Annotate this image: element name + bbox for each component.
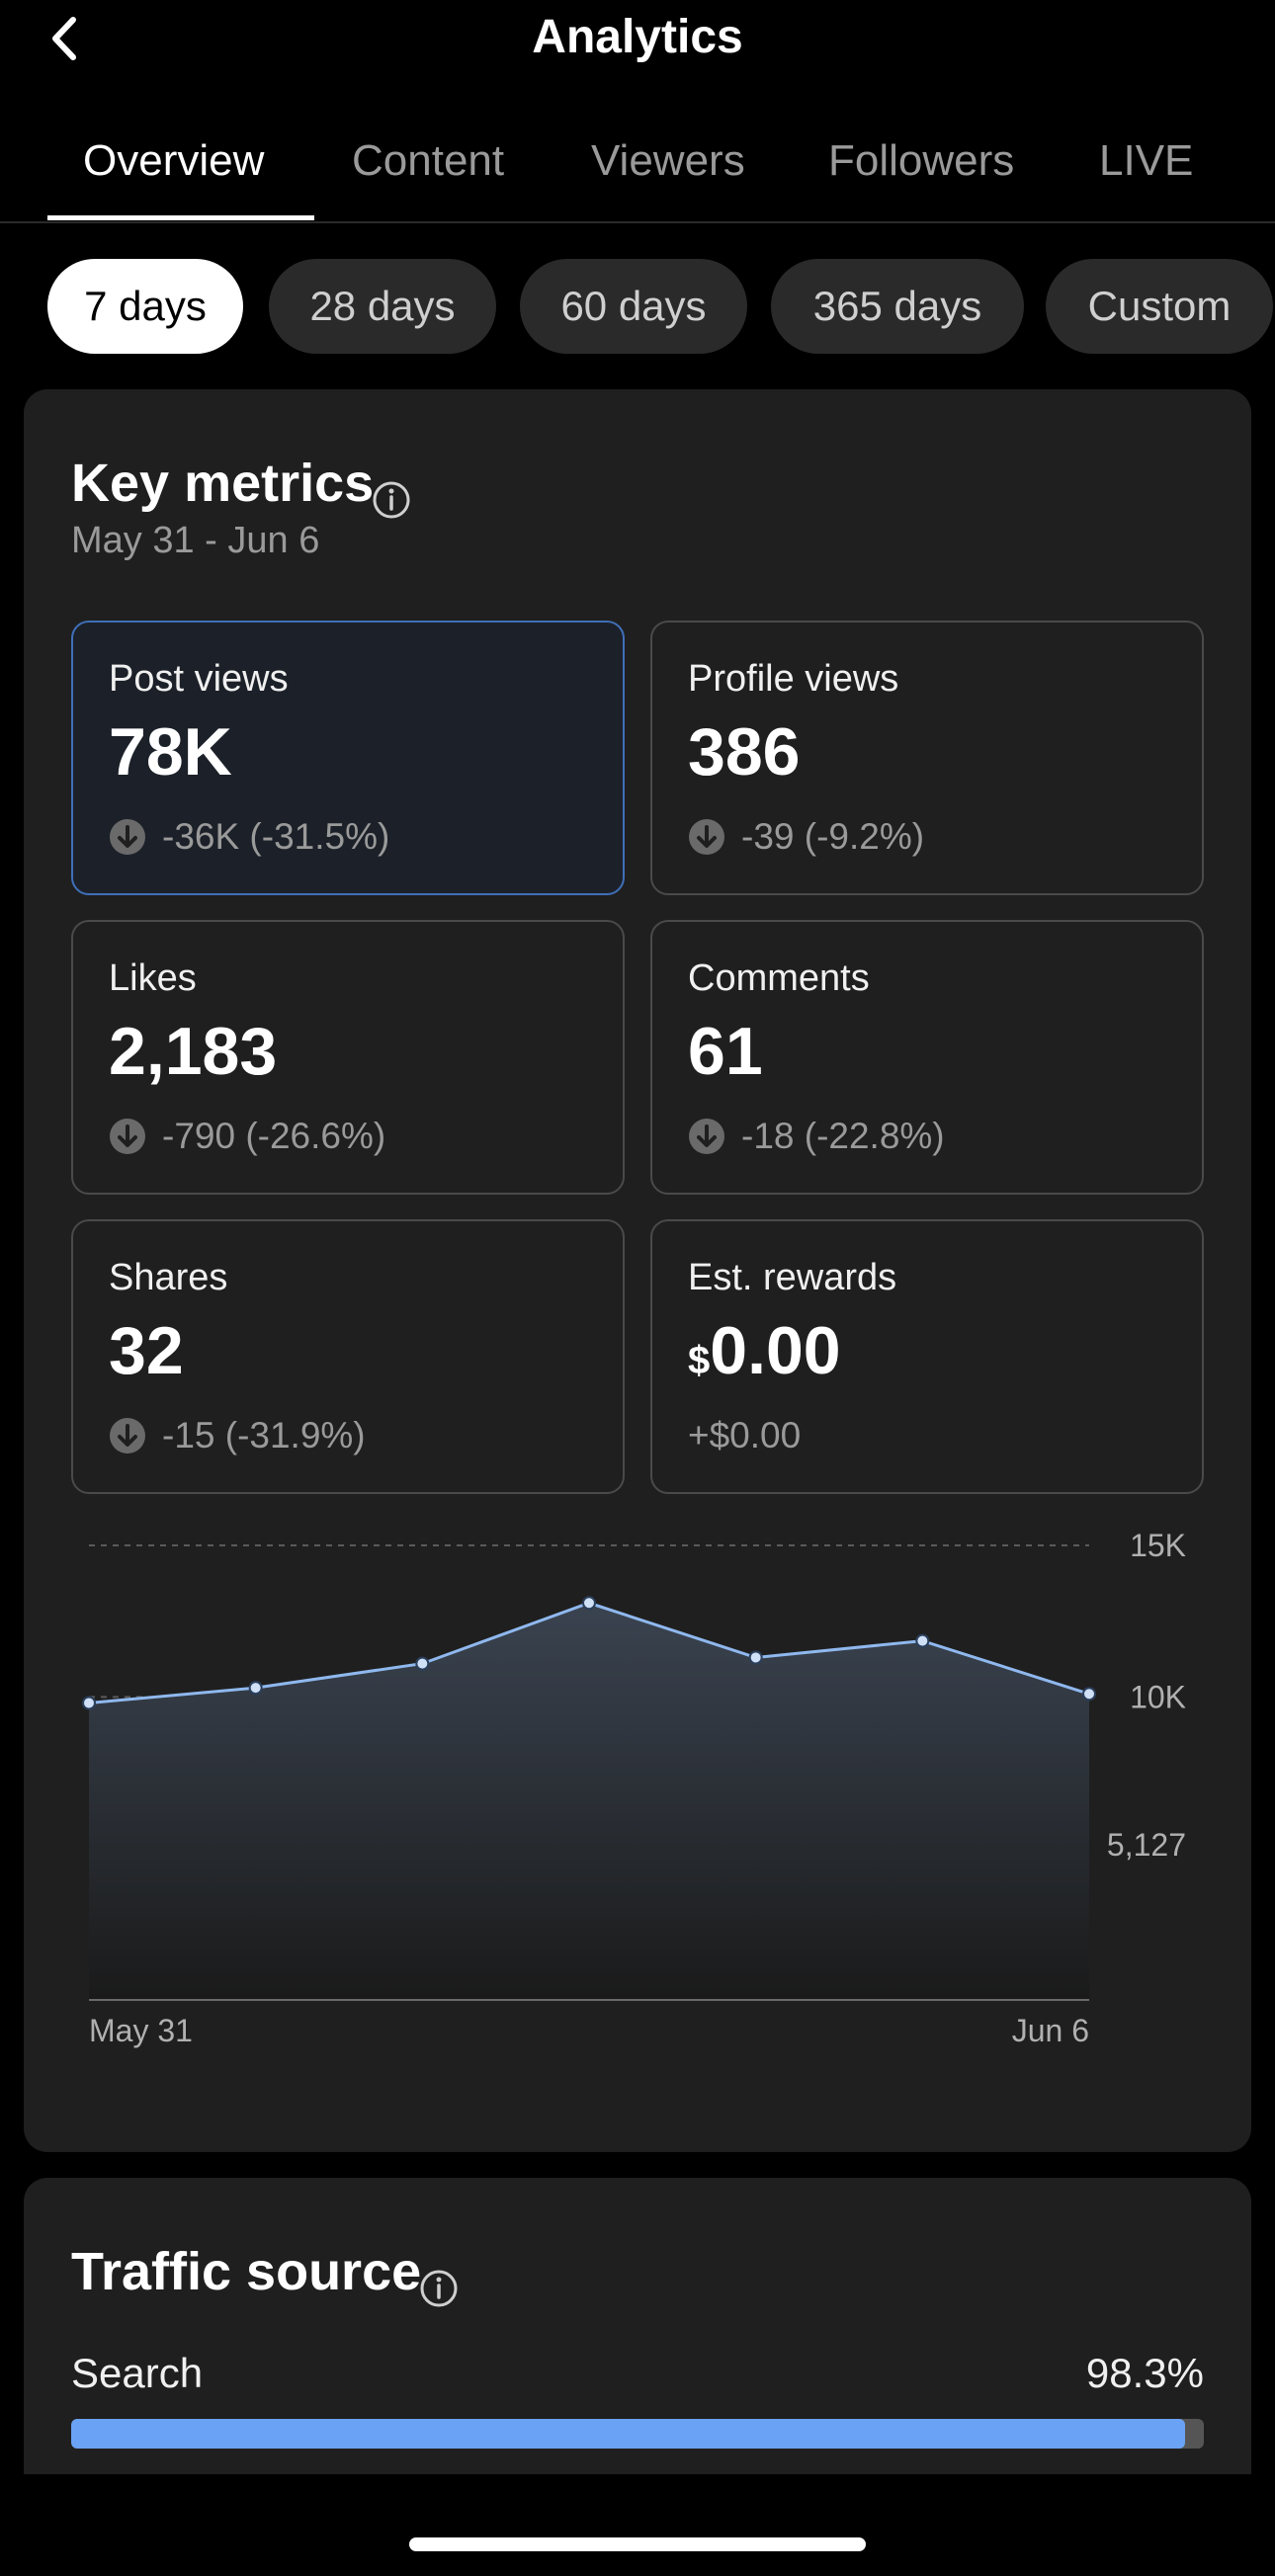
metric-value: 386 (688, 714, 801, 789)
x-tick-label: Jun 6 (1012, 2013, 1089, 2048)
metric-delta-text: -790 (-26.6%) (162, 1116, 386, 1156)
metric-delta-text: +$0.00 (688, 1415, 802, 1455)
tab-bar: Overview Content Viewers Followers LIVE (0, 117, 1275, 223)
metric-value: 32 (109, 1313, 184, 1388)
metric-delta-text: -18 (-22.8%) (741, 1116, 945, 1156)
traffic-source-label: Search (71, 2350, 204, 2396)
header: Analytics (0, 0, 1275, 79)
metric-delta-text: -15 (-31.9%) (162, 1415, 366, 1455)
metric-delta: -790 (-26.6%) (109, 1116, 385, 1157)
metric-profile-views[interactable]: Profile views 386 -39 (-9.2%) (650, 621, 1204, 895)
info-icon[interactable] (372, 480, 411, 520)
tab-followers[interactable]: Followers (828, 136, 1015, 185)
metric-value-number: 0.00 (710, 1313, 841, 1388)
metric-value: $0.00 (688, 1312, 841, 1389)
metric-value: 2,183 (109, 1014, 278, 1089)
metric-label: Shares (109, 1257, 228, 1298)
y-tick-label: 15K (1130, 1528, 1186, 1563)
traffic-source-bar (71, 2419, 1204, 2449)
metric-delta: -39 (-9.2%) (688, 816, 924, 858)
tab-live[interactable]: LIVE (1099, 136, 1194, 185)
metric-likes[interactable]: Likes 2,183 -790 (-26.6%) (71, 920, 625, 1195)
chevron-left-icon[interactable] (42, 14, 91, 63)
date-range: May 31 - Jun 6 (71, 520, 320, 561)
traffic-source-card: Traffic source Search 98.3% (24, 2178, 1251, 2474)
y-tick-label: 10K (1130, 1679, 1186, 1714)
traffic-source-percent: 98.3% (1085, 2350, 1204, 2396)
currency-symbol: $ (688, 1339, 711, 1382)
metric-comments[interactable]: Comments 61 -18 (-22.8%) (650, 920, 1204, 1195)
chart-point (82, 1696, 96, 1710)
chart-point (1082, 1687, 1096, 1702)
chart-point (248, 1681, 263, 1696)
metric-label: Likes (109, 957, 197, 999)
metric-delta-text: -36K (-31.5%) (162, 816, 390, 857)
range-selector: 7 days 28 days 60 days 365 days Custom (47, 259, 1275, 354)
arrow-down-circle-icon (110, 1119, 145, 1154)
chart-point (582, 1596, 596, 1611)
metric-est-rewards[interactable]: Est. rewards $0.00 +$0.00 (650, 1219, 1204, 1494)
tab-content[interactable]: Content (352, 136, 505, 185)
metric-delta: -15 (-31.9%) (109, 1415, 366, 1456)
metric-shares[interactable]: Shares 32 -15 (-31.9%) (71, 1219, 625, 1494)
x-tick-label: May 31 (89, 2013, 193, 2048)
post-views-chart: 5,127 10K 15K May 31 Jun 6 (82, 1528, 1186, 2048)
range-28-days[interactable]: 28 days (269, 259, 496, 354)
y-tick-label: 5,127 (1107, 1827, 1186, 1863)
chart-area-fill (89, 1603, 1089, 2000)
arrow-down-circle-icon (110, 1418, 145, 1454)
active-tab-indicator (47, 215, 314, 220)
metric-value: 61 (688, 1014, 763, 1089)
chart-point (748, 1650, 763, 1665)
key-metrics-card: Key metrics May 31 - Jun 6 Post views 78… (24, 389, 1251, 2152)
arrow-down-circle-icon (689, 819, 724, 855)
metric-delta-text: -39 (-9.2%) (741, 816, 925, 857)
metric-label: Comments (688, 957, 870, 999)
page-title: Analytics (532, 11, 743, 63)
metric-delta: -18 (-22.8%) (688, 1116, 945, 1157)
metric-label: Profile views (688, 658, 899, 700)
metric-delta: +$0.00 (688, 1415, 801, 1456)
metric-label: Est. rewards (688, 1257, 897, 1298)
range-60-days[interactable]: 60 days (520, 259, 747, 354)
traffic-source-bar-fill (71, 2419, 1185, 2449)
chart-point (415, 1656, 430, 1671)
tab-overview[interactable]: Overview (83, 136, 265, 185)
arrow-down-circle-icon (110, 819, 145, 855)
range-365-days[interactable]: 365 days (771, 259, 1024, 354)
tab-viewers[interactable]: Viewers (591, 136, 745, 185)
metric-value: 78K (109, 714, 232, 789)
metric-post-views[interactable]: Post views 78K -36K (-31.5%) (71, 621, 625, 895)
info-icon[interactable] (419, 2269, 459, 2308)
metric-label: Post views (109, 658, 289, 700)
metric-delta: -36K (-31.5%) (109, 816, 389, 858)
traffic-source-title: Traffic source (71, 2242, 422, 2301)
key-metrics-title: Key metrics (71, 454, 375, 513)
arrow-down-circle-icon (689, 1119, 724, 1154)
chart-point (915, 1633, 930, 1648)
range-7-days[interactable]: 7 days (47, 259, 243, 354)
home-indicator (409, 2537, 866, 2551)
range-custom[interactable]: Custom (1046, 259, 1273, 354)
